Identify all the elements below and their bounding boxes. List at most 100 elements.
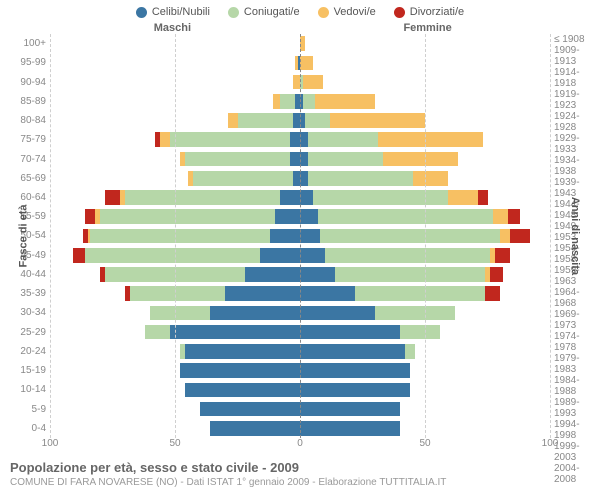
- segment: [405, 344, 415, 359]
- segment: [170, 325, 300, 340]
- segment: [448, 190, 478, 205]
- segment: [300, 190, 313, 205]
- gridline: [175, 34, 176, 438]
- birth-label: 1914-1918: [554, 67, 596, 89]
- center-line: [300, 34, 301, 438]
- birth-label: 1989-1993: [554, 397, 596, 419]
- segment: [508, 209, 521, 224]
- birth-label: ≤ 1908: [554, 34, 596, 45]
- segment: [315, 94, 375, 109]
- segment: [335, 267, 485, 282]
- legend-dot: [228, 7, 239, 18]
- segment: [290, 152, 300, 167]
- age-label: 90-94: [4, 72, 46, 91]
- x-tick: 50: [419, 438, 430, 449]
- birth-label: 1924-1928: [554, 111, 596, 133]
- plot-area: [50, 34, 550, 438]
- birth-label: 1919-1923: [554, 89, 596, 111]
- segment: [478, 190, 488, 205]
- segment: [185, 383, 300, 398]
- segment: [150, 306, 210, 321]
- segment: [228, 113, 238, 128]
- age-label: 25-29: [4, 323, 46, 342]
- legend-label: Celibi/Nubili: [152, 6, 210, 18]
- segment: [200, 402, 300, 417]
- segment: [413, 171, 448, 186]
- age-label: 95-99: [4, 53, 46, 72]
- segment: [193, 171, 293, 186]
- segment: [308, 171, 413, 186]
- segment: [185, 152, 290, 167]
- segment: [320, 229, 500, 244]
- age-label: 10-14: [4, 380, 46, 399]
- segment: [300, 132, 308, 147]
- age-label: 15-19: [4, 361, 46, 380]
- segment: [308, 132, 378, 147]
- segment: [325, 248, 490, 263]
- segment: [160, 132, 170, 147]
- legend-dot: [394, 7, 405, 18]
- segment: [300, 325, 400, 340]
- segment: [210, 306, 300, 321]
- segment: [73, 248, 86, 263]
- age-label: 5-9: [4, 399, 46, 418]
- segment: [493, 209, 508, 224]
- legend-item: Celibi/Nubili: [136, 6, 210, 18]
- segment: [90, 229, 270, 244]
- segment: [210, 421, 300, 436]
- segment: [490, 267, 503, 282]
- segment: [245, 267, 300, 282]
- segment: [300, 229, 320, 244]
- segment: [300, 306, 375, 321]
- birth-label: 1964-1968: [554, 287, 596, 309]
- legend-item: Coniugati/e: [228, 6, 300, 18]
- segment: [300, 209, 318, 224]
- birth-label: 1984-1988: [554, 375, 596, 397]
- gridline: [50, 34, 51, 438]
- age-label: 0-4: [4, 419, 46, 438]
- left-axis-title: Fasce di età: [17, 205, 29, 268]
- segment: [280, 190, 300, 205]
- segment: [293, 75, 301, 90]
- male-header: Maschi: [45, 22, 300, 34]
- segment: [145, 325, 170, 340]
- segment: [305, 113, 330, 128]
- segment: [85, 209, 95, 224]
- segment: [300, 363, 410, 378]
- segment: [300, 286, 355, 301]
- segment: [300, 402, 400, 417]
- age-label: 80-84: [4, 111, 46, 130]
- age-label: 70-74: [4, 149, 46, 168]
- segment: [383, 152, 458, 167]
- age-label: 75-79: [4, 130, 46, 149]
- segment: [330, 113, 425, 128]
- segment: [180, 363, 300, 378]
- birth-label: 1999-2003: [554, 441, 596, 463]
- right-axis-title: Anni di nascita: [569, 197, 581, 275]
- segment: [300, 152, 308, 167]
- pyramid-chart: Fasce di età Anni di nascita 100+95-9990…: [0, 34, 600, 438]
- segment: [355, 286, 485, 301]
- age-label: 35-39: [4, 284, 46, 303]
- segment: [300, 248, 325, 263]
- segment: [378, 132, 483, 147]
- segment: [270, 229, 300, 244]
- segment: [130, 286, 225, 301]
- segment: [300, 344, 405, 359]
- age-label: 20-24: [4, 342, 46, 361]
- x-tick: 0: [297, 438, 303, 449]
- female-header: Femmine: [300, 22, 555, 34]
- segment: [125, 190, 280, 205]
- legend-label: Coniugati/e: [244, 6, 300, 18]
- segment: [85, 248, 260, 263]
- birth-label: 1939-1943: [554, 177, 596, 199]
- segment: [280, 94, 295, 109]
- age-label: 40-44: [4, 265, 46, 284]
- age-label: 30-34: [4, 303, 46, 322]
- birth-label: 2004-2008: [554, 463, 596, 485]
- legend-dot: [136, 7, 147, 18]
- segment: [293, 113, 301, 128]
- segment: [375, 306, 455, 321]
- segment: [300, 383, 410, 398]
- birth-label: 1974-1978: [554, 331, 596, 353]
